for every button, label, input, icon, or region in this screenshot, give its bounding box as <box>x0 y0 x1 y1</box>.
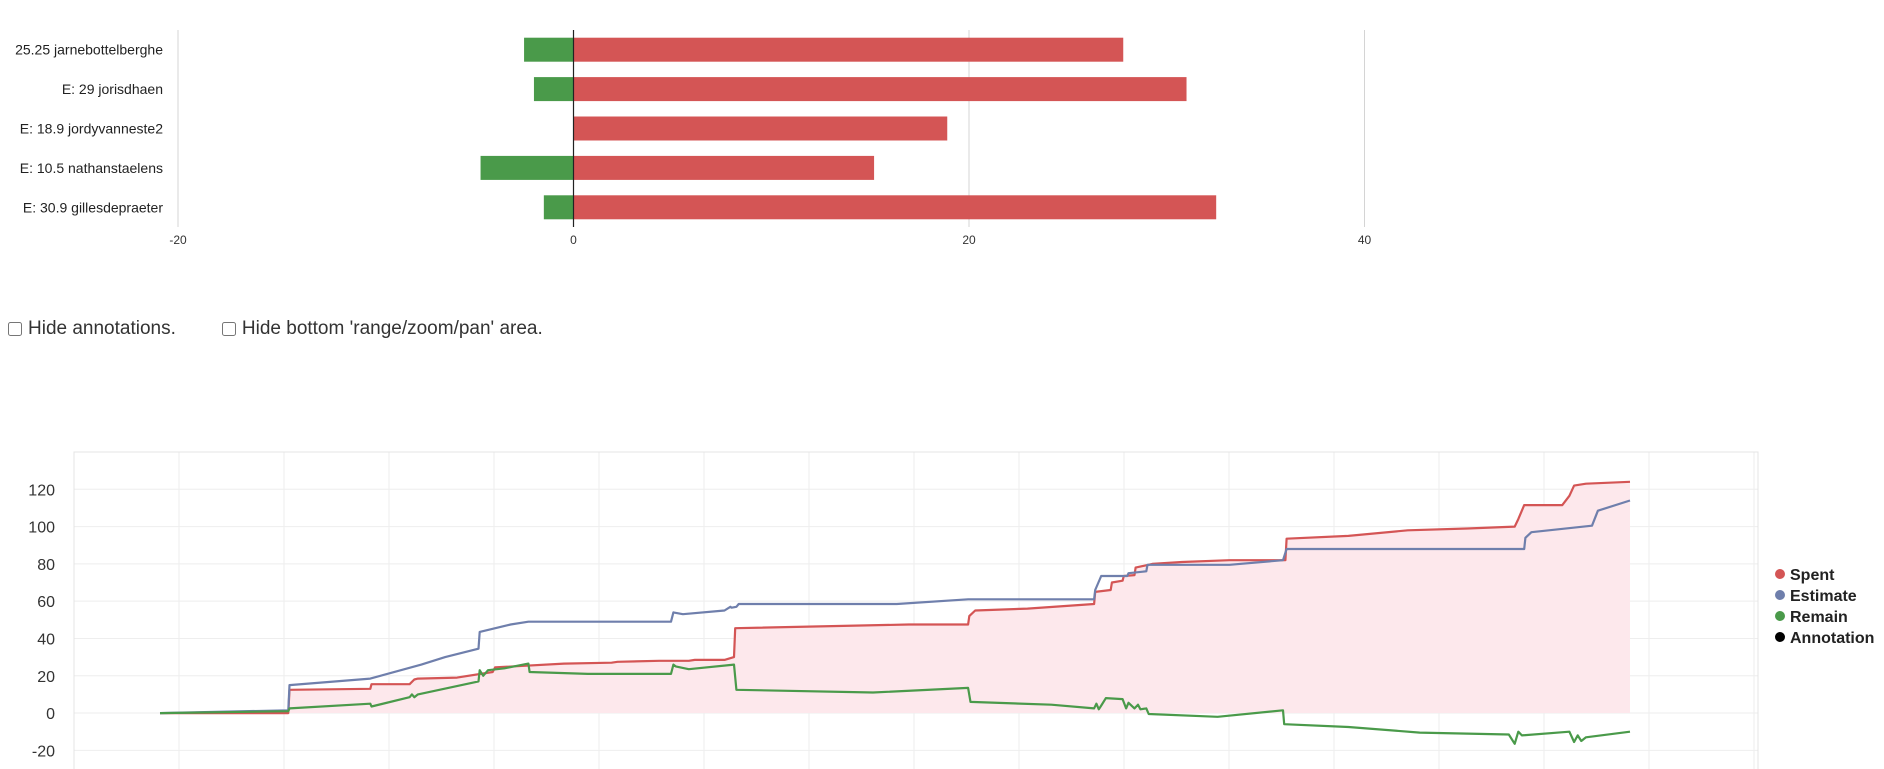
chart-options: Hide annotations. Hide bottom 'range/zoo… <box>8 318 589 340</box>
legend-marker[interactable] <box>1775 632 1785 642</box>
series-line-remain <box>159 662 1631 745</box>
line-y-tick-label: 60 <box>37 594 55 611</box>
user-time-bar-chart: -20 0 20 40 25.25 jarnebottelberghe E: 29 jor… <box>15 30 1372 247</box>
legend-label[interactable]: Spent <box>1790 567 1835 584</box>
hide-range-option[interactable]: Hide bottom 'range/zoom/pan' area. <box>221 318 543 340</box>
bar-category-label: E: 30.9 gillesdepraeter <box>23 199 163 215</box>
bar <box>533 77 574 102</box>
legend-marker[interactable] <box>1775 569 1785 579</box>
spent-area-fill <box>160 481 1630 714</box>
bar <box>573 195 1217 220</box>
series-line-estimate <box>159 499 1631 715</box>
line-y-tick-label: 40 <box>37 631 55 648</box>
bar-x-tick-label: 0 <box>570 233 577 247</box>
line-y-tick-label: 20 <box>37 669 55 686</box>
bar-category-label: E: 10.5 nathanstaelens <box>20 160 163 176</box>
bar-category-label: E: 29 jorisdhaen <box>62 81 163 97</box>
bar-x-tick-label: 20 <box>962 233 976 247</box>
legend-label[interactable]: Annotation <box>1790 630 1874 647</box>
bar-category-label: E: 18.9 jordyvanneste2 <box>20 121 163 137</box>
bar <box>480 155 574 180</box>
bar <box>524 37 574 62</box>
bar-x-tick-label: -20 <box>169 233 187 247</box>
line-y-tick-label: 0 <box>46 706 55 723</box>
hide-range-checkbox[interactable] <box>221 322 236 336</box>
line-y-tick-label: 120 <box>28 482 55 499</box>
bar <box>573 37 1124 62</box>
hide-range-label: Hide bottom 'range/zoom/pan' area. <box>241 318 543 339</box>
legend-label[interactable]: Estimate <box>1790 588 1857 605</box>
hide-annotations-checkbox[interactable] <box>8 322 22 336</box>
legend-marker[interactable] <box>1775 590 1785 600</box>
bar-x-tick-label: 40 <box>1358 233 1372 247</box>
burndown-line-chart: -20 0 20 40 60 80 100 120 Spent Estimate Remain Ann… <box>28 451 1874 769</box>
bar <box>573 155 875 180</box>
series-line-spent <box>160 480 1631 715</box>
hide-annotations-label: Hide annotations. <box>28 318 176 339</box>
line-y-tick-label: 80 <box>37 557 55 574</box>
legend-label[interactable]: Remain <box>1790 609 1848 626</box>
bar <box>573 116 948 141</box>
bar-category-label: 25.25 jarnebottelberghe <box>15 42 163 58</box>
bar <box>543 195 574 220</box>
bar <box>573 77 1187 102</box>
hide-annotations-option[interactable]: Hide annotations. <box>8 318 176 340</box>
legend-marker[interactable] <box>1775 611 1785 621</box>
line-y-tick-label: 100 <box>28 520 55 537</box>
line-y-tick-label: -20 <box>32 743 55 760</box>
line-plot-frame <box>73 451 1759 769</box>
